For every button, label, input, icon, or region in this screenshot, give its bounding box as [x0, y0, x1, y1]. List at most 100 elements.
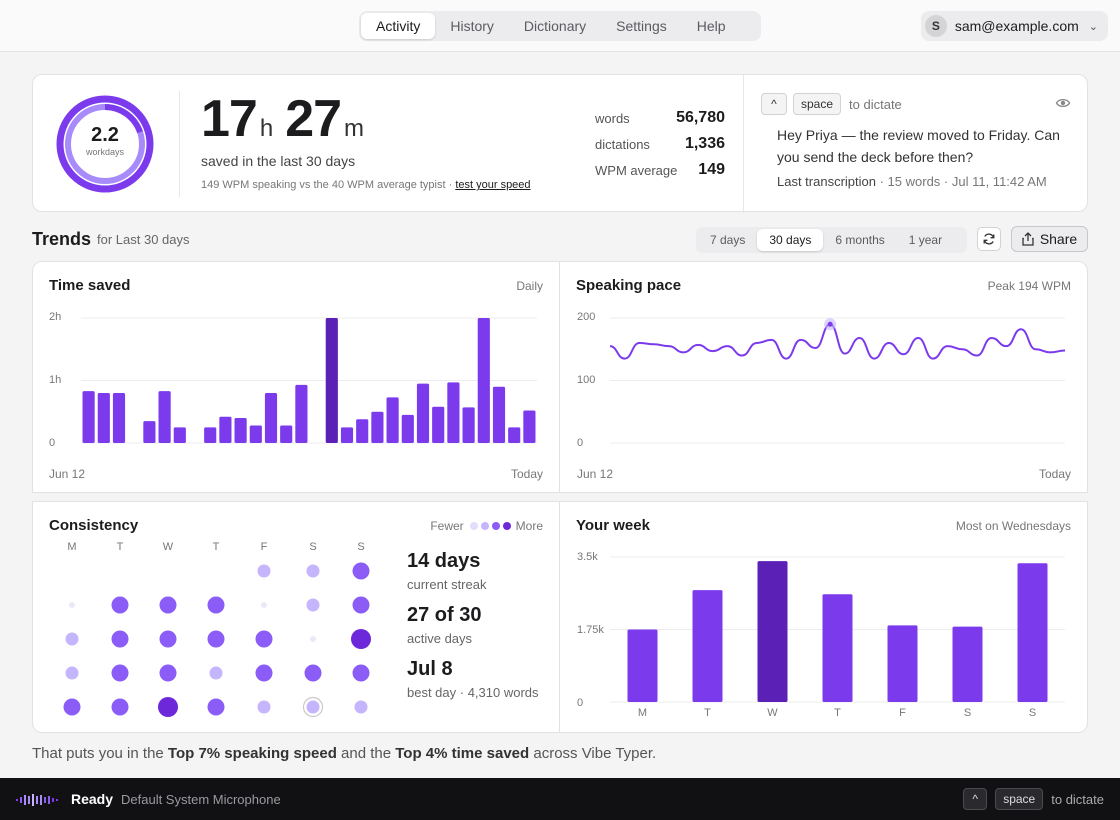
consistency-day-dot[interactable]	[255, 630, 273, 648]
consistency-day-dot[interactable]	[306, 700, 320, 714]
consistency-day-dot[interactable]	[159, 596, 177, 614]
time-saved-bar[interactable]	[97, 393, 110, 443]
consistency-day-dot[interactable]	[257, 564, 271, 578]
consistency-day-dot[interactable]	[207, 698, 225, 716]
consistency-day-dot[interactable]	[65, 666, 79, 680]
time-saved-bar[interactable]	[492, 386, 506, 443]
time-saved-bar[interactable]	[432, 406, 445, 443]
workdays-value: 2.2	[91, 124, 119, 146]
tab-settings[interactable]: Settings	[616, 18, 667, 34]
time-saved-bar[interactable]	[371, 411, 384, 443]
weekday-bar[interactable]	[822, 594, 853, 702]
test-speed-link[interactable]: test your speed	[455, 179, 531, 191]
space-key: space	[995, 788, 1044, 810]
x-end-label: Today	[510, 467, 543, 481]
time-saved-bar[interactable]	[523, 410, 536, 444]
active-days-value: 27 of 30	[407, 604, 482, 626]
stat-dictations: dictations 1,336	[595, 131, 725, 157]
time-saved-bar[interactable]	[158, 391, 171, 443]
consistency-day-dot[interactable]	[261, 602, 267, 608]
time-saved-bar[interactable]	[325, 318, 338, 443]
weekday-bar[interactable]	[692, 590, 723, 702]
account-menu[interactable]: S sam@example.com ⌄	[920, 11, 1108, 41]
control-key: ^	[761, 93, 787, 115]
weekday-bar[interactable]	[887, 625, 918, 702]
comparison-text: 149 WPM speaking vs the 40 WPM average t…	[201, 179, 456, 191]
peak-marker[interactable]	[827, 321, 833, 327]
consistency-day-dot[interactable]	[65, 632, 79, 646]
consistency-day-dot[interactable]	[306, 564, 320, 578]
time-saved-bar[interactable]	[249, 425, 262, 444]
time-saved-bar[interactable]	[219, 416, 232, 443]
time-saved-bar[interactable]	[340, 427, 354, 443]
time-saved-bar[interactable]	[386, 397, 399, 443]
consistency-day-dot[interactable]	[63, 698, 81, 716]
time-saved-bar[interactable]	[356, 419, 369, 443]
consistency-day-dot[interactable]	[304, 664, 322, 682]
weekday-bar[interactable]	[627, 629, 658, 703]
microphone-selector[interactable]: Default System Microphone	[121, 792, 281, 807]
consistency-day-dot[interactable]	[306, 598, 320, 612]
time-saved-bar[interactable]	[143, 421, 156, 443]
consistency-day-dot[interactable]	[159, 630, 177, 648]
range-6-months[interactable]: 6 months	[835, 233, 885, 247]
panel-note: Most on Wednesdays	[955, 519, 1071, 533]
consistency-day-dot[interactable]	[255, 664, 273, 682]
consistency-day-dot[interactable]	[351, 629, 371, 649]
weekday-bar[interactable]	[757, 561, 788, 702]
control-key: ^	[963, 788, 988, 810]
weekday-bar[interactable]	[952, 626, 983, 702]
consistency-day-dot[interactable]	[111, 664, 129, 682]
consistency-day-dot[interactable]	[159, 664, 177, 682]
refresh-button[interactable]	[977, 227, 1001, 251]
time-saved-bar[interactable]	[295, 384, 308, 443]
trends-title: Trends	[32, 229, 92, 249]
range-7-days[interactable]: 7 days	[710, 233, 746, 247]
consistency-day-dot[interactable]	[354, 700, 368, 714]
consistency-day-dot[interactable]	[207, 596, 225, 614]
range-1-year[interactable]: 1 year	[908, 233, 943, 247]
consistency-day-dot[interactable]	[310, 636, 316, 642]
tab-activity[interactable]: Activity	[361, 13, 436, 39]
legend-high: More	[515, 519, 543, 533]
consistency-day-dot[interactable]	[158, 697, 178, 717]
time-rank: Top 4% time saved	[395, 745, 530, 762]
y-tick-label: 1.75k	[577, 624, 604, 636]
range-30-days[interactable]: 30 days	[757, 229, 824, 251]
consistency-day-dot[interactable]	[111, 630, 129, 648]
consistency-day-dot[interactable]	[352, 562, 370, 580]
time-saved-bar[interactable]	[112, 393, 126, 443]
stat-value: 56,780	[676, 109, 725, 126]
consistency-day-dot[interactable]	[352, 664, 370, 682]
consistency-day-dot[interactable]	[352, 596, 370, 614]
tab-dictionary[interactable]: Dictionary	[523, 18, 587, 34]
time-saved-bar[interactable]	[280, 425, 293, 444]
consistency-day-dot[interactable]	[209, 666, 223, 680]
consistency-day-dot[interactable]	[257, 700, 271, 714]
time-saved-bar[interactable]	[234, 418, 247, 443]
tab-help[interactable]: Help	[696, 18, 726, 34]
consistency-day-dot[interactable]	[69, 602, 75, 608]
time-saved-bar[interactable]	[173, 427, 186, 443]
consistency-day-dot[interactable]	[111, 698, 129, 716]
ranking-text: across Vibe Typer.	[529, 745, 657, 762]
stat-label: words	[595, 110, 630, 126]
weekday-label: M	[67, 541, 77, 553]
time-saved-bar[interactable]	[416, 383, 430, 443]
time-saved-bar[interactable]	[462, 407, 475, 443]
time-saved-bar[interactable]	[82, 391, 95, 443]
time-saved-bar[interactable]	[508, 427, 521, 443]
time-saved-bar[interactable]	[264, 393, 278, 443]
consistency-day-dot[interactable]	[207, 630, 225, 648]
eye-icon[interactable]	[1055, 95, 1071, 111]
stat-value: 1,336	[684, 135, 725, 152]
time-saved-bar[interactable]	[477, 318, 490, 443]
time-saved-bar[interactable]	[447, 382, 460, 443]
shortcut-hint: to dictate	[849, 96, 902, 112]
time-saved-bar[interactable]	[204, 427, 217, 443]
tab-history[interactable]: History	[450, 18, 494, 34]
time-saved-bar[interactable]	[401, 414, 414, 443]
share-button[interactable]: Share	[1011, 226, 1088, 252]
weekday-bar[interactable]	[1017, 563, 1048, 702]
consistency-day-dot[interactable]	[111, 596, 129, 614]
